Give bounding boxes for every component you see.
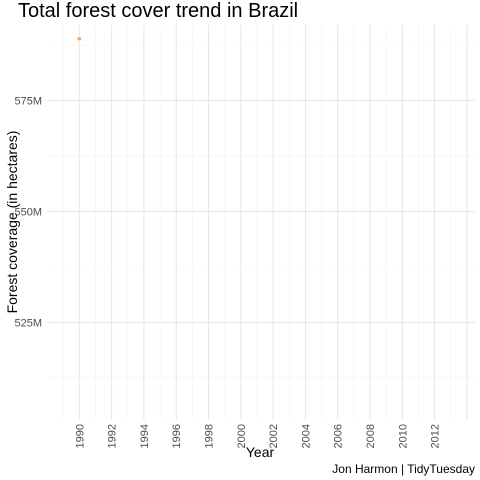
x-tick-label: 1992 (107, 424, 119, 448)
x-tick-label: 1994 (139, 424, 151, 448)
x-tick-label: 2010 (397, 424, 409, 448)
y-tick-labels: 525M 550M 575M (14, 95, 42, 329)
x-tick-label: 2008 (365, 424, 377, 448)
major-gridlines (47, 25, 475, 420)
chart-title: Total forest cover trend in Brazil (18, 0, 299, 22)
data-point (77, 36, 82, 41)
y-tick-label: 575M (14, 95, 42, 107)
y-tick-label: 525M (14, 317, 42, 329)
x-axis-label: Year (245, 444, 275, 460)
x-tick-label: 1990 (74, 424, 86, 448)
x-tick-label: 2004 (300, 424, 312, 448)
x-tick-label: 2012 (430, 424, 442, 448)
y-axis-label: Forest coverage (in hectares) (4, 130, 20, 314)
x-tick-label: 2002 (268, 424, 280, 448)
data-points (77, 36, 82, 41)
x-tick-label: 2006 (333, 424, 345, 448)
x-tick-labels: 1990 1992 1994 1996 1998 2000 2002 2004 2006 2008… (74, 424, 441, 448)
x-tick-label: 1996 (171, 424, 183, 448)
x-tick-label: 2000 (236, 424, 248, 448)
chart-caption: Jon Harmon | TidyTuesday (332, 462, 475, 476)
x-tick-label: 1998 (204, 424, 216, 448)
y-tick-label: 550M (14, 206, 42, 218)
minor-gridlines (47, 25, 475, 420)
